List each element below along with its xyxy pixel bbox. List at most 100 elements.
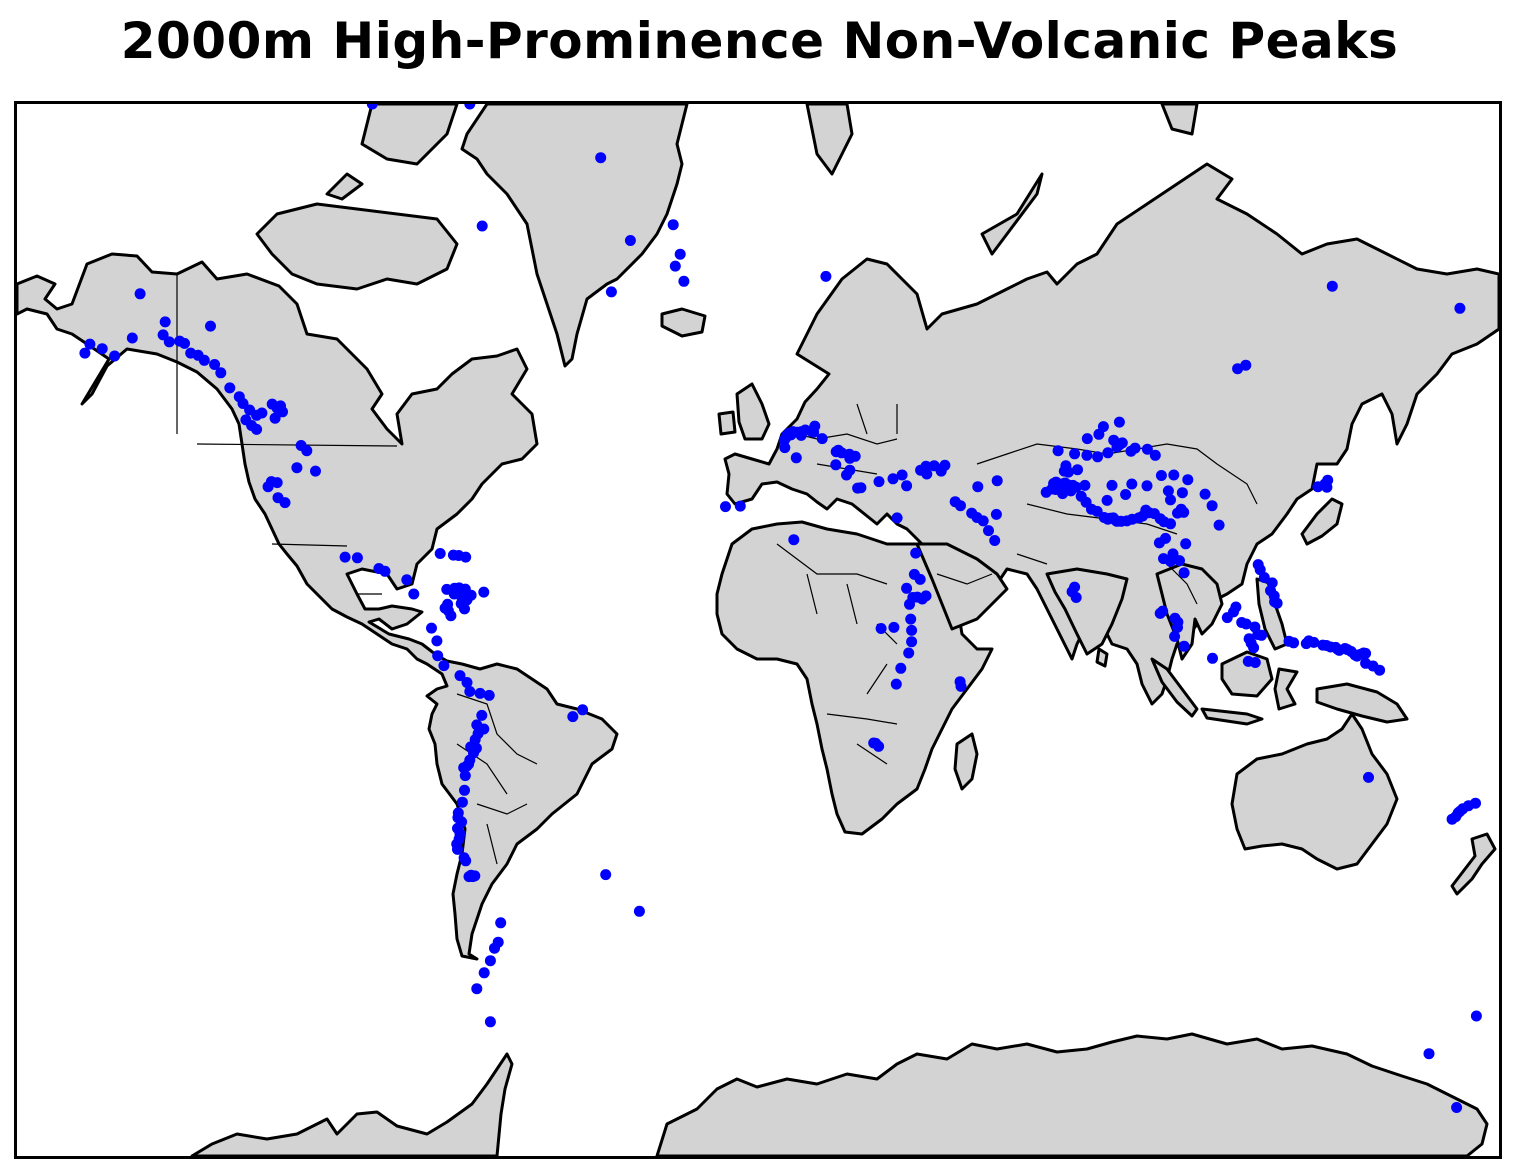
- peak-marker: [445, 610, 457, 622]
- peak-marker: [460, 551, 472, 563]
- peak-marker: [906, 636, 918, 648]
- peak-marker: [1308, 636, 1320, 648]
- peak-marker: [633, 905, 645, 917]
- peak-marker: [920, 460, 932, 472]
- landmass-svalbard: [805, 104, 1199, 176]
- peak-marker: [79, 347, 91, 359]
- peak-marker: [790, 452, 802, 464]
- peak-marker: [1258, 572, 1270, 583]
- peak-marker: [734, 500, 746, 512]
- world-map: [17, 104, 1499, 1156]
- peak-marker: [904, 598, 915, 610]
- peak-marker: [1213, 519, 1225, 531]
- peak-marker: [460, 855, 472, 867]
- peak-marker: [301, 445, 313, 457]
- peak-marker: [1058, 465, 1070, 477]
- landmass-new-zealand: [1450, 832, 1497, 896]
- peak-marker: [224, 382, 236, 394]
- peak-marker: [456, 796, 468, 808]
- peak-marker: [720, 501, 731, 513]
- peak-marker: [1269, 596, 1281, 608]
- peak-marker: [1240, 359, 1252, 371]
- peak-marker: [910, 547, 922, 559]
- peak-marker: [262, 481, 274, 493]
- peak-marker: [669, 260, 681, 272]
- landmass-australia: [1230, 712, 1399, 871]
- peak-marker: [1165, 518, 1176, 530]
- peak-marker: [126, 332, 138, 344]
- peak-marker: [1363, 771, 1374, 783]
- peak-marker: [310, 465, 321, 477]
- peak-marker: [366, 104, 378, 110]
- peak-marker: [1040, 486, 1052, 498]
- peak-marker: [489, 942, 500, 954]
- peak-marker: [1101, 494, 1113, 506]
- peak-marker: [246, 420, 258, 431]
- peak-marker: [269, 412, 281, 424]
- peak-marker: [215, 367, 227, 379]
- peak-marker: [1178, 640, 1190, 652]
- peak-marker: [351, 552, 363, 564]
- landmass-sumatra: [1150, 657, 1199, 718]
- peak-marker: [624, 235, 636, 246]
- peak-marker: [474, 687, 486, 699]
- peak-marker: [1454, 302, 1466, 314]
- peak-marker: [1451, 1102, 1463, 1113]
- peak-marker: [469, 870, 481, 882]
- peak-marker: [1081, 449, 1093, 461]
- peak-marker: [459, 784, 470, 796]
- landmass-new-guinea: [1315, 682, 1409, 724]
- peak-marker: [1102, 447, 1114, 459]
- peak-marker: [1178, 506, 1190, 518]
- peak-marker: [901, 582, 913, 594]
- peak-marker: [179, 337, 190, 349]
- peak-marker: [1069, 448, 1081, 460]
- peak-marker: [459, 770, 471, 782]
- peak-marker: [1374, 664, 1386, 676]
- peak-marker: [1111, 441, 1123, 453]
- peak-marker: [459, 603, 470, 615]
- peak-marker: [1240, 618, 1252, 630]
- peak-marker: [484, 955, 496, 967]
- peak-marker: [205, 320, 216, 332]
- peak-marker: [454, 670, 466, 682]
- peak-marker: [1470, 797, 1481, 809]
- peak-marker: [1165, 555, 1176, 567]
- landmass-antarctic-peninsula: [190, 1052, 514, 1156]
- peak-marker: [434, 548, 446, 559]
- landmass-indochina: [1155, 562, 1224, 661]
- peak-marker: [1176, 487, 1188, 499]
- peak-marker: [906, 624, 918, 636]
- peak-marker: [1072, 464, 1083, 476]
- peak-marker: [431, 635, 443, 647]
- peak-marker: [955, 500, 966, 512]
- peak-marker: [159, 316, 171, 328]
- peak-marker: [461, 677, 473, 688]
- landmass-japan: [1300, 497, 1344, 546]
- peak-marker: [163, 336, 175, 348]
- peak-marker: [1288, 637, 1300, 649]
- peak-marker: [1206, 500, 1218, 512]
- peak-marker: [905, 613, 917, 625]
- peak-marker: [1207, 652, 1218, 664]
- peak-marker: [1232, 363, 1244, 375]
- peak-marker: [830, 446, 842, 458]
- map-title: 2000m High-Prominence Non-Volcanic Peaks: [120, 12, 1399, 70]
- peak-marker: [464, 104, 476, 110]
- peak-marker: [1199, 488, 1211, 500]
- peak-marker: [916, 593, 928, 605]
- peak-marker: [939, 459, 951, 471]
- peak-marker: [841, 469, 852, 481]
- peak-marker: [1165, 494, 1176, 506]
- peak-marker: [855, 482, 867, 494]
- peak-marker: [452, 843, 463, 855]
- peak-marker: [875, 623, 887, 634]
- peak-marker: [1423, 1048, 1435, 1060]
- landmass-antarctica: [655, 1032, 1489, 1156]
- peak-marker: [989, 535, 1001, 546]
- peak-marker: [1141, 480, 1153, 492]
- peak-marker: [1141, 443, 1153, 455]
- peak-marker: [888, 621, 900, 633]
- peak-marker: [1140, 504, 1152, 516]
- peak-marker: [1172, 621, 1183, 633]
